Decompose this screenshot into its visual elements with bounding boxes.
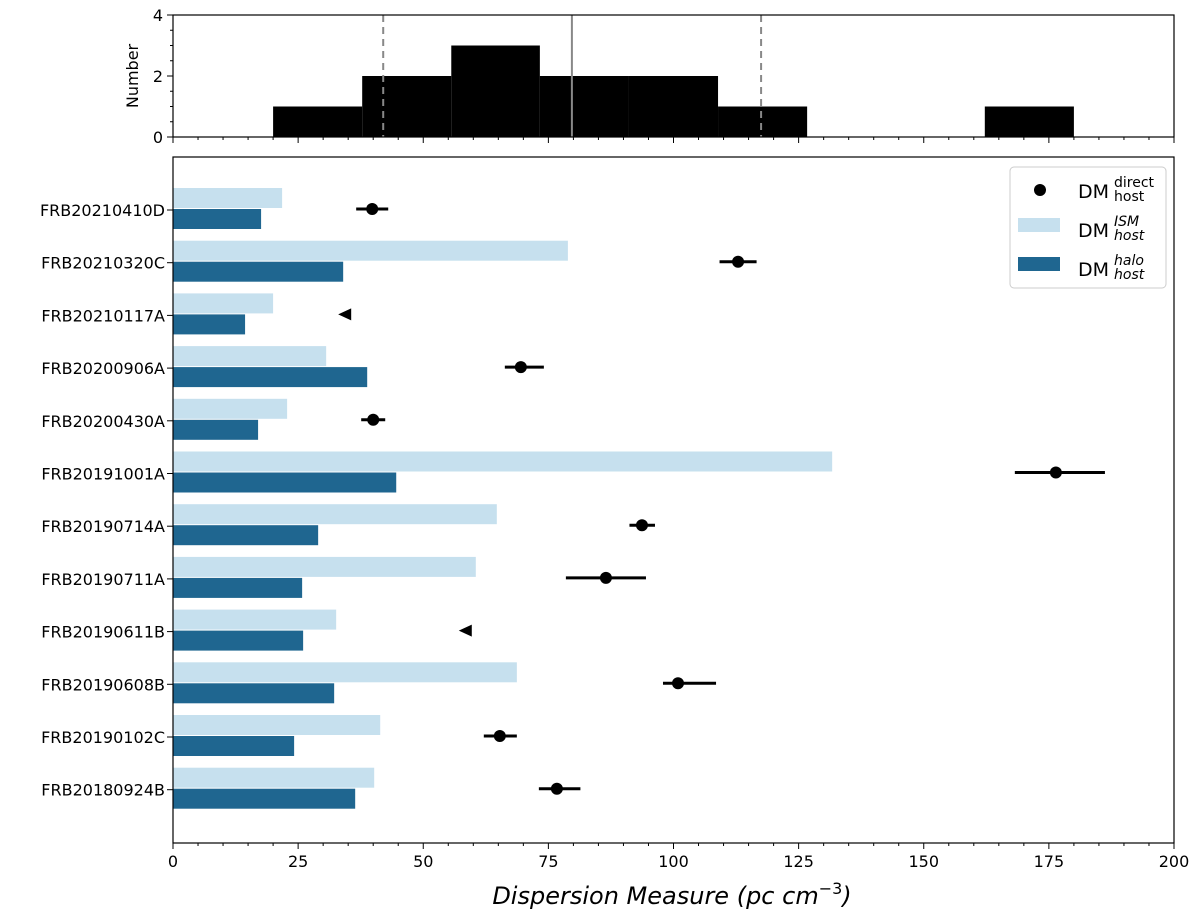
ism-bar: [173, 504, 497, 525]
ism-bar: [173, 188, 283, 208]
halo-bar: [173, 472, 397, 493]
category-label: FRB20210117A: [41, 306, 165, 325]
histogram-bar: [451, 45, 540, 137]
x-tick-label: 200: [1159, 852, 1190, 871]
histogram-bar: [628, 76, 719, 137]
y-axis-label: Number: [123, 43, 142, 108]
category-label: FRB20200906A: [41, 359, 165, 378]
data-point: [635, 519, 648, 532]
x-axis-label-close: ): [840, 882, 851, 910]
histogram-bar: [984, 106, 1074, 137]
halo-bar: [173, 525, 319, 546]
data-point: [1049, 466, 1062, 479]
y-tick-label: 4: [153, 6, 163, 25]
legend-sup: ISM: [1114, 214, 1139, 230]
halo-bar: [173, 367, 368, 388]
category-label: FRB20200430A: [41, 412, 165, 431]
category-label: FRB20180924B: [41, 781, 165, 800]
legend-sup: halo: [1114, 253, 1144, 269]
data-point: [550, 782, 563, 795]
x-axis-label-sup: −3: [819, 879, 843, 898]
legend-swatch-ism: [1018, 218, 1060, 232]
legend-sub: host: [1114, 228, 1145, 244]
upper-limit-marker: [458, 624, 472, 637]
histogram-bar: [362, 76, 452, 137]
x-tick-label: 150: [908, 852, 939, 871]
ism-bar: [173, 609, 337, 630]
x-axis-label: Dispersion Measure (pc cm−3): [492, 879, 851, 910]
x-tick-label: 0: [168, 852, 178, 871]
halo-bar: [173, 419, 259, 440]
x-tick-label: 50: [413, 852, 433, 871]
data-point: [672, 677, 685, 690]
category-label: FRB20190711A: [41, 570, 165, 589]
legend-marker-direct: [1034, 184, 1046, 196]
category-label: FRB20190608B: [41, 675, 165, 694]
halo-bar: [173, 630, 304, 651]
ism-bar: [173, 715, 381, 735]
halo-bar: [173, 209, 262, 229]
halo-bar: [173, 736, 295, 756]
x-tick-label: 75: [538, 852, 558, 871]
x-tick-label: 25: [288, 852, 308, 871]
category-label: FRB20190102C: [41, 728, 165, 747]
histogram-bar: [718, 106, 808, 137]
ism-bar: [173, 767, 375, 788]
ism-bar: [173, 451, 833, 472]
halo-bar: [173, 261, 344, 282]
data-point: [599, 571, 612, 584]
halo-bar: [173, 314, 246, 335]
x-tick-label: 100: [658, 852, 689, 871]
upper-limit-marker: [338, 308, 352, 321]
halo-bar: [173, 577, 303, 598]
ism-bar: [173, 293, 274, 314]
legend-sub: host: [1114, 189, 1145, 205]
data-point: [493, 730, 506, 742]
ism-bar: [173, 662, 517, 683]
legend-sup: direct: [1114, 175, 1155, 191]
data-point: [367, 413, 380, 426]
ism-bar: [173, 556, 476, 577]
halo-bar: [173, 788, 356, 809]
category-label: FRB20210410D: [40, 201, 165, 220]
category-label: FRB20190611B: [41, 623, 165, 642]
data-point: [366, 203, 379, 215]
x-tick-label: 175: [1034, 852, 1065, 871]
data-point: [732, 255, 745, 268]
ism-bar: [173, 240, 568, 261]
histogram-bar: [539, 76, 629, 137]
ism-bar: [173, 398, 288, 419]
y-tick-label: 0: [153, 128, 163, 147]
halo-bar: [173, 683, 335, 704]
legend-swatch-halo: [1018, 257, 1060, 271]
histogram-bar: [273, 106, 363, 137]
x-tick-label: 125: [783, 852, 814, 871]
category-label: FRB20191001A: [41, 465, 165, 484]
legend-sub: host: [1114, 267, 1145, 283]
category-label: FRB20190714A: [41, 517, 165, 536]
category-label: FRB20210320C: [41, 254, 165, 273]
data-point: [514, 361, 527, 374]
y-tick-label: 2: [153, 67, 163, 86]
ism-bar: [173, 346, 327, 367]
